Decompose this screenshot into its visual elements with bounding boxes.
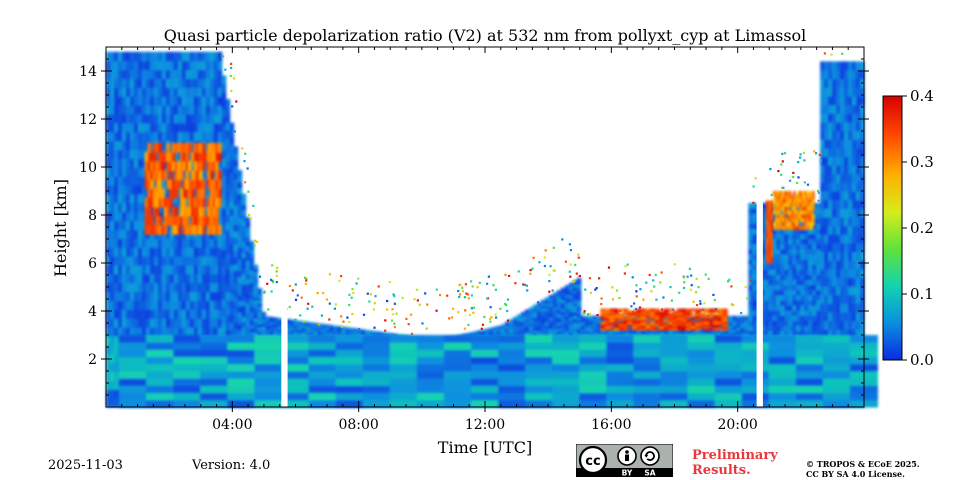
- data-gap-0: [281, 47, 288, 407]
- x-tick-label: 20:00: [717, 417, 757, 433]
- data-gaps: [281, 47, 763, 407]
- feature-2: [600, 308, 728, 331]
- feature-4: [765, 200, 774, 264]
- colorbar-ticks: 0.0 0.1 0.2 0.3 0.4: [902, 87, 934, 369]
- x-tick-label: 16:00: [591, 417, 631, 433]
- y-tick-label: 14: [79, 64, 97, 80]
- x-axis-label: Time [UTC]: [438, 438, 532, 457]
- x-tick-label: 12:00: [465, 417, 505, 433]
- y-tick-label: 2: [88, 352, 97, 368]
- license-line-1: © TROPOS & ECoE 2025.: [806, 459, 920, 469]
- colorbar-tick-label: 0.1: [910, 285, 934, 303]
- feature-1: [144, 143, 222, 235]
- preliminary-notice: Preliminary Results.: [692, 448, 778, 478]
- preliminary-line-2: Results.: [692, 463, 751, 478]
- y-tick-label: 8: [88, 208, 97, 224]
- noise-pixels: [222, 52, 844, 340]
- cc-by-label: BY: [622, 469, 633, 478]
- x-tick-label: 04:00: [212, 417, 252, 433]
- colorbar-tick-label: 0.3: [910, 153, 934, 171]
- y-axis: 2 4 6 8 10 12 14: [79, 58, 869, 396]
- colorbar-tick-label: 0.2: [910, 219, 934, 237]
- colorbar-tick-label: 0.0: [910, 351, 934, 369]
- cc-icon: [578, 445, 608, 475]
- y-tick-label: 12: [79, 112, 97, 128]
- heatmap-area: [106, 51, 879, 408]
- cc-license-badge: cc BY SA: [576, 444, 673, 477]
- date-label: 2025-11-03: [48, 458, 123, 473]
- data-gap-1: [756, 47, 763, 407]
- x-axis: 04:00 08:00 12:00 16:00 20:00: [105, 47, 865, 433]
- share-alike-icon: [640, 446, 660, 466]
- colorbar: [882, 95, 903, 361]
- colorbar-tick-label: 0.4: [910, 87, 934, 105]
- feature-0: [119, 335, 879, 408]
- preliminary-line-1: Preliminary: [692, 448, 778, 463]
- license-line-2: CC BY SA 4.0 License.: [806, 469, 905, 479]
- y-tick-label: 6: [88, 256, 97, 272]
- license-notice: © TROPOS & ECoE 2025. CC BY SA 4.0 Licen…: [806, 459, 920, 479]
- chart-title: Quasi particle depolarization ratio (V2)…: [164, 26, 807, 45]
- feature-3: [772, 191, 815, 230]
- x-tick-label: 08:00: [338, 417, 378, 433]
- y-tick-label: 4: [88, 304, 97, 320]
- version-label: Version: 4.0: [192, 458, 271, 473]
- y-axis-label: Height [km]: [51, 179, 70, 277]
- cc-sa-label: SA: [644, 469, 655, 478]
- y-tick-label: 10: [79, 160, 97, 176]
